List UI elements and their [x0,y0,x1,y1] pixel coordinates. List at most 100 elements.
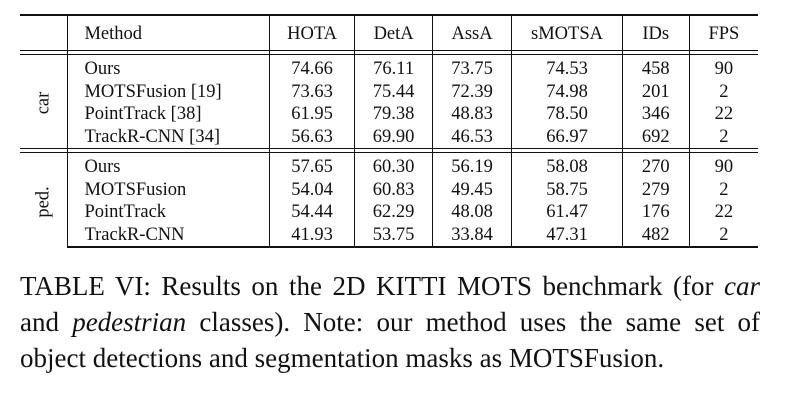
cell-hota: 41.93 [269,223,356,248]
separator-cell [67,148,270,153]
group-separator-double [20,152,758,156]
cell-deta: 60.30 [354,156,433,179]
header-assa: AssA [432,14,513,51]
cell-method: MOTSFusion [19] [67,80,270,103]
cell-ids: 482 [622,223,690,248]
table-row: TrackR-CNN 41.93 53.75 33.84 47.31 482 2 [20,223,758,248]
cell-smotsa: 47.31 [511,223,623,248]
cell-method: MOTSFusion [67,178,270,201]
table-caption: TABLE VI: Results on the 2D KITTI MOTS b… [20,268,760,376]
separator-cell [689,54,758,58]
cell-deta: 60.83 [354,178,433,201]
cell-smotsa: 78.50 [511,103,623,126]
cell-method: PointTrack [67,201,270,224]
separator-cell [511,50,623,55]
cell-fps: 2 [689,223,758,248]
separator-cell [622,54,690,58]
separator-cell [511,54,623,58]
cell-assa: 48.08 [432,201,513,224]
group-label: ped. [33,185,54,218]
table-row: TrackR-CNN [34] 56.63 69.90 46.53 66.97 692 2 [20,125,758,149]
separator-cell [689,148,758,153]
cell-smotsa: 58.08 [511,156,623,179]
cell-assa: 72.39 [432,80,513,103]
table-row: PointTrack [38] 61.95 79.38 48.83 78.50 346 22 [20,103,758,126]
cell-smotsa: 66.97 [511,125,623,149]
cell-ids: 176 [622,201,690,224]
table-row: MOTSFusion [19] 73.63 75.44 72.39 74.98 201 2 [20,80,758,103]
cell-ids: 346 [622,103,690,126]
separator-cell [354,152,433,156]
cell-method: Ours [67,58,270,81]
cell-smotsa: 74.98 [511,80,623,103]
cell-smotsa: 61.47 [511,201,623,224]
table-row: MOTSFusion 54.04 60.83 49.45 58.75 279 2 [20,178,758,201]
cell-deta: 62.29 [354,201,433,224]
header-group-cell [20,14,69,51]
separator-cell [432,152,513,156]
cell-smotsa: 74.53 [511,58,623,81]
table-row: ped. Ours 57.65 60.30 56.19 58.08 270 90 [20,156,758,247]
cell-fps: 90 [714,157,734,178]
cell-hota: 56.63 [269,125,356,149]
cell-method: TrackR-CNN [34] [67,125,270,149]
header-hota: HOTA [269,14,356,51]
cell-method: Ours [67,156,270,179]
cell-ids: 279 [622,178,690,201]
separator-cell [67,54,270,58]
table-row: PointTrack 54.44 62.29 48.08 61.47 176 22 [20,201,758,224]
cell-deta: 76.11 [354,58,433,81]
header-method: Method [67,14,270,51]
separator-cell [511,152,623,156]
separator-cell [269,148,356,153]
cell-ids: 458 [622,58,690,81]
separator-cell [511,148,623,153]
cell-method: TrackR-CNN [67,223,270,248]
group-label: car [33,91,54,115]
cell-method: PointTrack [38] [67,103,270,126]
cell-assa: 73.75 [432,58,513,81]
separator-cell [269,50,356,55]
separator-cell [354,50,433,55]
caption-emphasis-pedestrian: pedestrian [72,307,187,337]
cell-assa: 46.53 [432,125,513,149]
cell-smotsa: 58.75 [511,178,623,201]
header-smotsa: sMOTSA [511,14,623,51]
group-separator [20,50,758,55]
cell-assa: 48.83 [432,103,513,126]
caption-text-2: and [20,307,73,337]
separator-cell [432,50,513,55]
separator-cell [354,148,433,153]
cell-hota: 57.65 [269,156,356,179]
cell-fps: 90 [714,59,734,80]
separator-cell [20,148,69,153]
cell-assa: 56.19 [432,156,513,179]
cell-fps: 2 [719,126,729,147]
header-deta: DetA [354,14,433,51]
caption-emphasis-car: car [724,271,760,301]
cell-deta: 53.75 [354,223,433,248]
cell-hota: 54.44 [269,201,356,224]
separator-cell [432,148,513,153]
separator-cell [689,152,758,156]
separator-cell [269,54,356,58]
cell-deta: 75.44 [354,80,433,103]
group-separator [20,148,758,153]
cell-hota: 74.66 [269,58,356,81]
cell-ids: 270 [622,156,690,179]
cell-hota: 73.63 [269,80,356,103]
cell-fps: 22 [714,104,734,125]
cell-fps: 22 [714,202,734,223]
cell-fps: 2 [719,81,729,102]
separator-cell [432,54,513,58]
results-table-container: Method HOTA DetA AssA sMOTSA IDs FPS car… [20,14,770,248]
cell-fps: 2 [719,179,729,200]
group-label-cell: ped. [20,156,69,247]
cell-assa: 49.45 [432,178,513,201]
cell-ids: 692 [622,125,690,149]
results-table-body: Method HOTA DetA AssA sMOTSA IDs FPS car… [20,14,758,248]
results-table: Method HOTA DetA AssA sMOTSA IDs FPS car… [20,14,758,248]
header-ids: IDs [622,14,690,51]
caption-text-1: TABLE VI: Results on the 2D KITTI MOTS b… [20,271,724,301]
separator-cell [20,152,69,156]
